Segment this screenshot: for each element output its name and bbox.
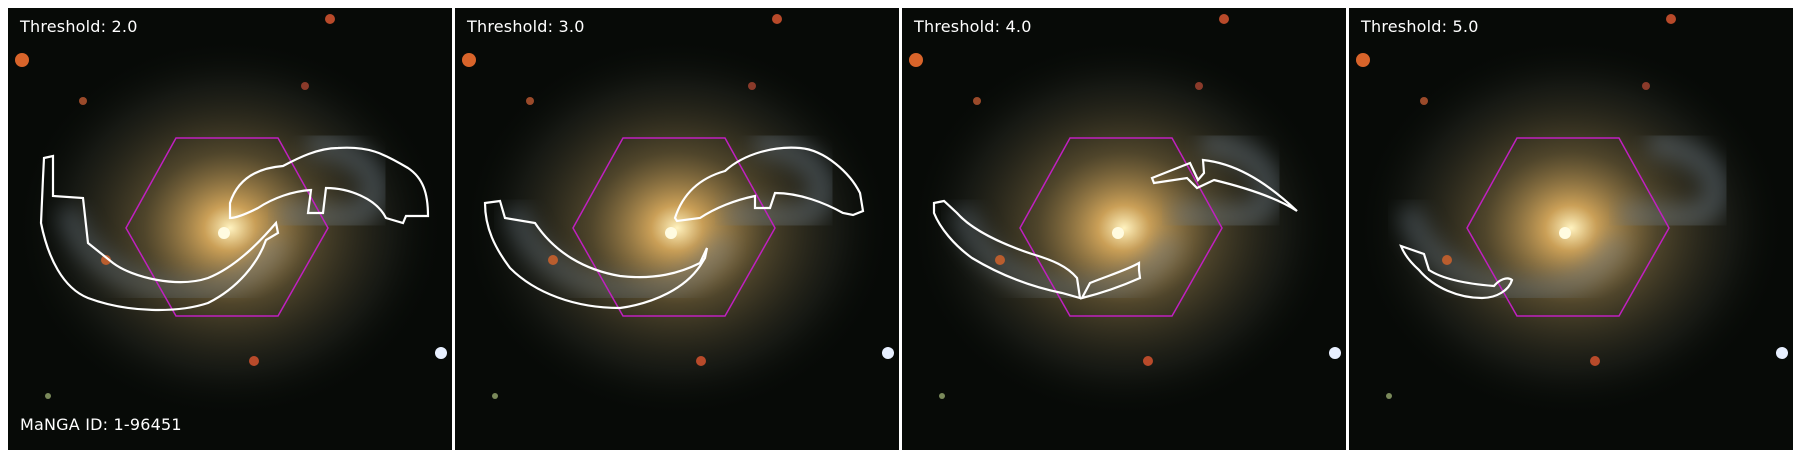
- contour-arm-lower: [932, 199, 1082, 300]
- contour-arm-upper: [673, 146, 865, 223]
- ifu-hexagon: [572, 137, 776, 317]
- ifu-hexagon: [1466, 137, 1670, 317]
- contour-arm-lower: [1399, 244, 1514, 300]
- threshold-label: Threshold: 4.0: [914, 17, 1032, 36]
- panel-threshold-3: Threshold: 3.0: [455, 8, 899, 450]
- contour-arm-lower: [483, 199, 709, 310]
- galaxy-image-3: [909, 14, 1341, 418]
- contour-arm-upper: [228, 146, 430, 225]
- ifu-hexagon: [125, 137, 329, 317]
- manga-id-label: MaNGA ID: 1-96451: [20, 415, 182, 434]
- threshold-label: Threshold: 5.0: [1361, 17, 1479, 36]
- panel-threshold-5: Threshold: 5.0: [1349, 8, 1793, 450]
- contour-arm-upper: [1150, 158, 1298, 212]
- contour-arm-lower: [39, 154, 280, 312]
- galaxy-image-1: [15, 14, 447, 418]
- panel-threshold-4: Threshold: 4.0: [902, 8, 1346, 450]
- ifu-hexagon: [1019, 137, 1223, 317]
- galaxy-image-4: [1356, 14, 1788, 418]
- threshold-label: Threshold: 3.0: [467, 17, 585, 36]
- threshold-label: Threshold: 2.0: [20, 17, 138, 36]
- galaxy-image-2: [462, 14, 894, 418]
- contour-arm-fragment: [1079, 261, 1142, 300]
- panel-threshold-2: Threshold: 2.0 MaNGA ID: 1-96451: [8, 8, 452, 450]
